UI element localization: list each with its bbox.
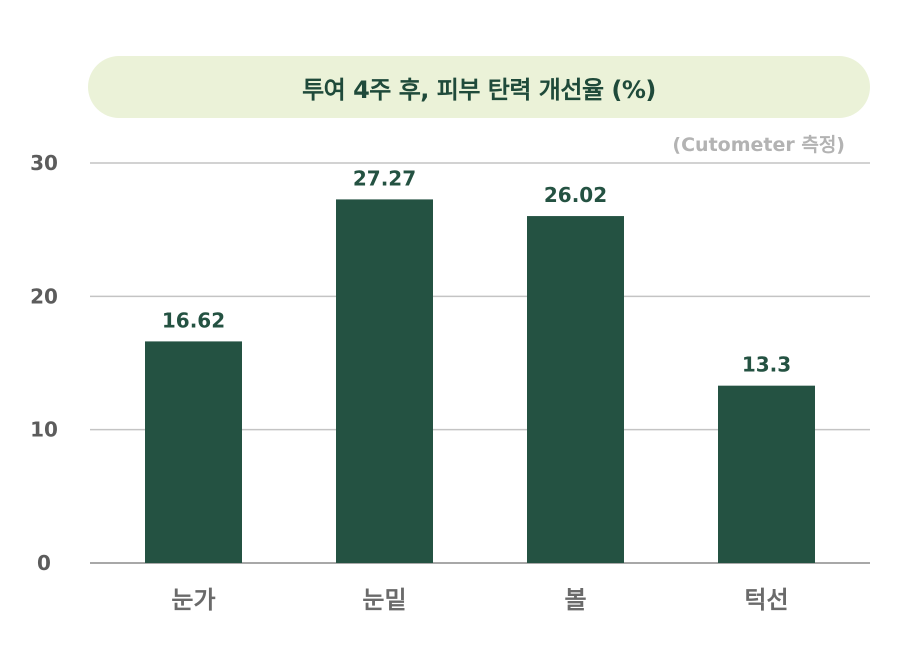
data-label: 13.3	[742, 353, 791, 377]
bar	[336, 199, 433, 563]
chart-title: 투여 4주 후, 피부 탄력 개선율 (%)	[88, 56, 870, 118]
measurement-note: (Cutometer 측정)	[672, 134, 845, 156]
x-tick-label: 턱선	[744, 586, 788, 614]
y-tick-label: 10	[30, 418, 58, 442]
x-tick-label: 눈밑	[362, 586, 406, 614]
y-tick-label: 20	[30, 284, 58, 308]
data-label: 16.62	[162, 308, 225, 332]
y-tick-label: 30	[30, 151, 58, 175]
data-label: 26.02	[544, 183, 607, 207]
bar	[527, 216, 624, 564]
bar	[145, 341, 242, 563]
data-label: 27.27	[353, 166, 416, 190]
bar	[718, 385, 815, 563]
x-tick-label: 눈가	[171, 586, 215, 614]
x-tick-label: 볼	[564, 586, 586, 614]
y-tick-label: 0	[37, 551, 51, 575]
